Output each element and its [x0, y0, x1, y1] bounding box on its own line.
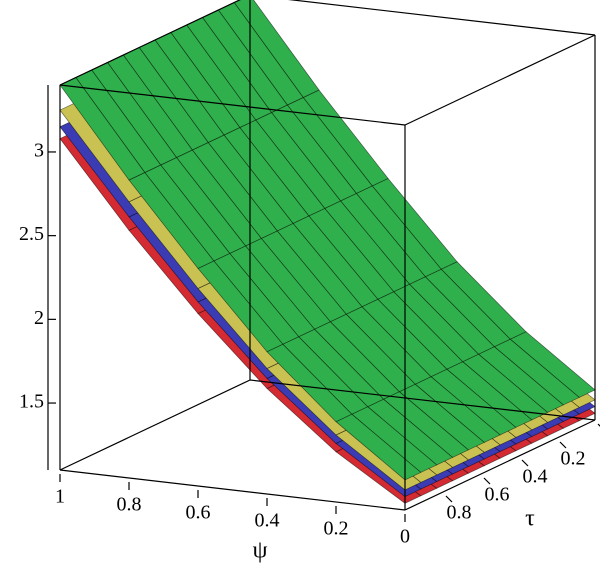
z-tick-label: 2.5	[19, 223, 44, 245]
y-tick-label: 0.2	[561, 448, 586, 470]
box-edge	[404, 34, 596, 126]
z-tick-label: 2	[34, 307, 44, 329]
y-tick	[559, 441, 567, 449]
z-tick-label: 1.5	[19, 391, 44, 413]
y-axis-label: τ	[525, 506, 535, 532]
z-tick-label: 3	[34, 140, 44, 162]
y-tick-label: 0.4	[523, 466, 548, 488]
box-edge	[59, 84, 406, 126]
box-edge	[287, 0, 596, 36]
y-tick-label: 0.8	[447, 502, 472, 524]
box-edge	[59, 0, 241, 86]
y-tick	[597, 423, 600, 427]
x-tick-label: 0	[400, 526, 410, 548]
y-tick	[483, 477, 491, 485]
y-tick-label: 0.6	[485, 484, 510, 506]
x-axis-label: ψ	[252, 538, 267, 564]
x-tick-label: 0.8	[117, 494, 142, 516]
x-tick-label: 0.6	[186, 502, 211, 524]
x-tick-label: 1	[55, 486, 65, 508]
box-edge	[59, 469, 406, 511]
y-tick	[445, 495, 453, 503]
box-edge	[404, 419, 596, 511]
box-edge	[249, 379, 596, 421]
x-tick-label: 0.2	[324, 518, 349, 540]
y-tick	[521, 459, 529, 467]
box-edge	[59, 379, 251, 471]
x-tick-label: 0.4	[255, 510, 280, 532]
